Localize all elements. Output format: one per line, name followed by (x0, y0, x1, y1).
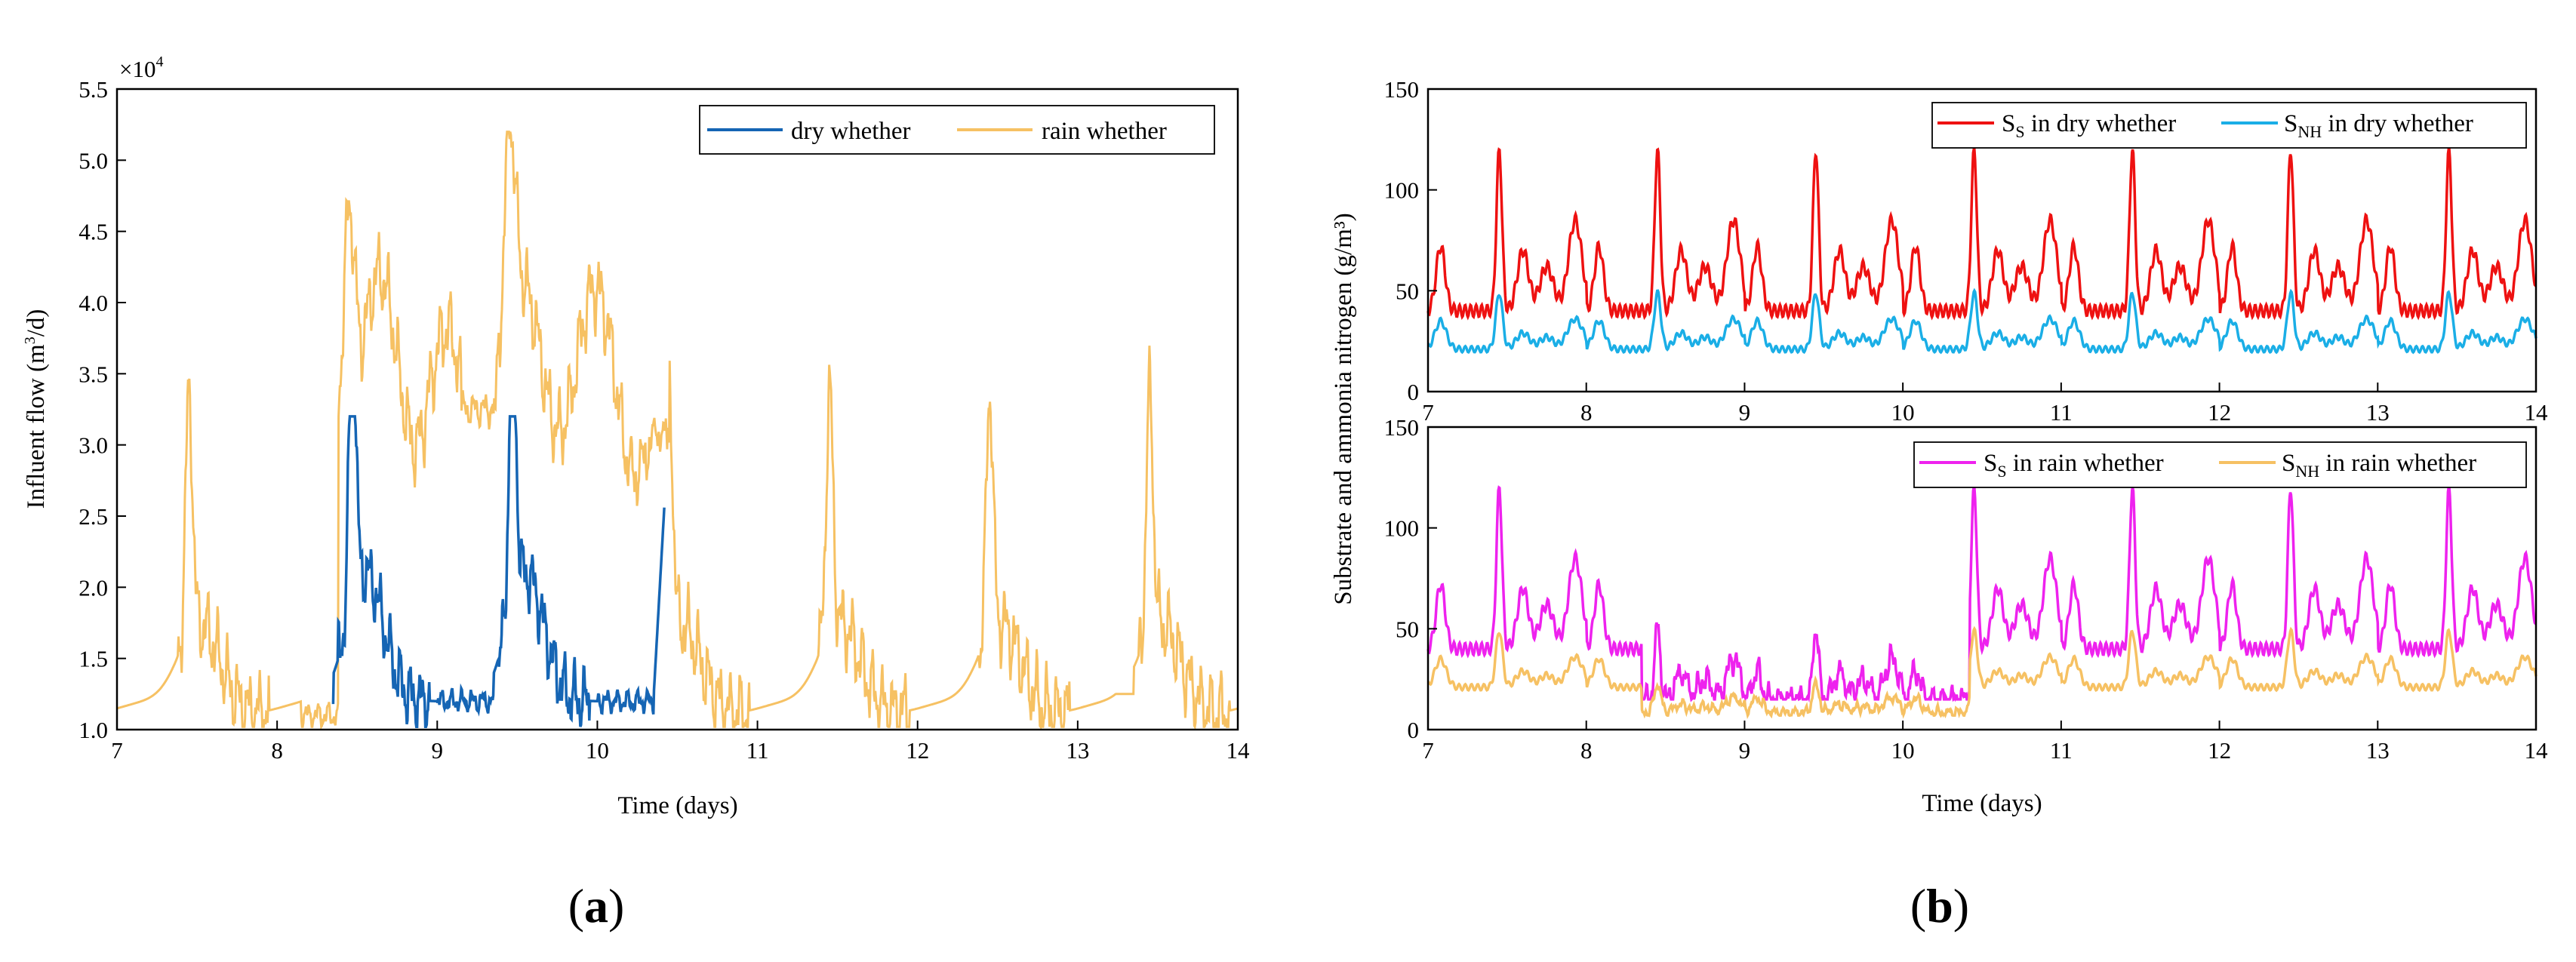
panel-b-bottom-x-tick-label: 14 (2525, 737, 2549, 764)
legend-label-ss-rain: SS in rain whether (1984, 450, 2164, 481)
panel-a-y-axis-label: Influent flow (m3/d) (22, 309, 50, 509)
panel-a-y-tick-label: 3.5 (78, 361, 108, 387)
panel-a-x-tick-label: 7 (111, 737, 123, 764)
panel-b-top-y-tick-label: 100 (1384, 177, 1420, 204)
panel-b-top-x-tick-label: 12 (2208, 399, 2231, 426)
panel-a-plot-frame (115, 88, 1239, 731)
panel-b-bottom-ticks: 7 8 9 10 11 12 13 14 0 50 100 150 (1384, 414, 2549, 764)
legend-label-snh-rain: SNH in rain whether (2282, 450, 2476, 481)
legend-label-ss-dry: SS in dry whether (2002, 110, 2176, 141)
panel-b-top-x-tick-label: 9 (1739, 399, 1751, 426)
panel-b-top-y-tick-label: 50 (1396, 278, 1419, 304)
panel-b-bottom-x-tick-label: 11 (2050, 737, 2073, 764)
panel-b-bottom-plot-frame (1426, 426, 2538, 731)
panel-a-y-tick-label: 2.5 (78, 503, 108, 530)
panel-a-x-tick-label: 8 (271, 737, 283, 764)
panel-b-y-axis-label: Substrate and ammonia nitrogen (g/m³) (1330, 213, 1357, 604)
panel-a-y-tick-label: 5.0 (78, 147, 108, 174)
panel-b-bottom-x-tick-label: 13 (2366, 737, 2390, 764)
panel-a-x-tick-label: 10 (586, 737, 609, 764)
panel-b-top-plot-frame (1426, 88, 2538, 393)
panel-a-series (116, 131, 1239, 730)
panel-a-ticks: 7 8 9 10 11 12 13 14 1.0 1.5 2.0 2.5 3.0 3.5 4.0 4.5 5.0… (78, 76, 1250, 764)
panel-b-top-x-tick-label: 13 (2366, 399, 2390, 426)
panel-b-caption: (b) (1910, 879, 1969, 933)
panel-b-bottom-legend-box (1913, 441, 2527, 488)
panel-b-bottom-y-tick-label: 150 (1384, 414, 1420, 441)
panel-b-bottom-y-tick-label: 100 (1384, 515, 1420, 542)
panel-b-bottom-x-tick-label: 9 (1739, 737, 1751, 764)
panel-b-top-x-tick-label: 14 (2525, 399, 2549, 426)
panel-a-y-tick-label: 4.0 (78, 290, 108, 316)
series-line-ss-dry (1426, 147, 2538, 321)
legend-label-snh-dry: SNH in dry whether (2284, 110, 2473, 141)
panel-a-x-axis-label: Time (days) (617, 792, 737, 819)
legend-label-dry-whether: dry whether (791, 118, 911, 145)
panel-b-bottom-x-tick-label: 10 (1891, 737, 1915, 764)
legend-label-rain-whether: rain whether (1042, 118, 1167, 145)
panel-a-y-tick-label: 5.5 (78, 76, 108, 103)
panel-b-top-y-tick-label: 150 (1384, 76, 1420, 103)
panel-a-legend: dry whether rain whether (699, 105, 1215, 155)
panel-b-top-series (1426, 147, 2538, 355)
panel-a-y-tick-label: 3.0 (78, 432, 108, 459)
panel-b-top-ticks: 7 8 9 10 11 12 13 14 0 50 100 150 (1384, 76, 2549, 426)
panel-b-bottom-legend: SS in rain whether SNH in rain whether (1913, 441, 2527, 488)
panel-a-y-tick-label: 1.0 (78, 717, 108, 743)
panel-b-chart: 7 8 9 10 11 12 13 14 0 50 100 150 7 8 9 10 11 12 13 14 0 50 1… (1330, 76, 2548, 933)
panel-b-bottom-x-tick-label: 12 (2208, 737, 2231, 764)
panel-a-x-tick-label: 12 (906, 737, 929, 764)
panel-b-bottom-y-tick-label: 0 (1408, 717, 1420, 743)
series-line-ss-rain (1426, 485, 2538, 703)
series-line-snh-dry (1427, 287, 2538, 355)
series-line-rain-whether (116, 131, 1239, 730)
panel-b-top-x-tick-label: 10 (1891, 399, 1915, 426)
panel-a-y-multiplier: ×104 (119, 54, 163, 82)
panel-b-bottom-x-tick-label: 7 (1422, 737, 1434, 764)
panel-b-bottom-series (1426, 485, 2538, 720)
panel-a-x-tick-label: 11 (746, 737, 769, 764)
panel-b-top-x-tick-label: 7 (1422, 399, 1434, 426)
panel-a-x-tick-label: 13 (1066, 737, 1089, 764)
panel-b-bottom-y-tick-label: 50 (1396, 616, 1419, 642)
panel-b-top-y-tick-label: 0 (1408, 379, 1420, 405)
panel-a-x-tick-label: 9 (432, 737, 444, 764)
series-line-snh-rain (1427, 625, 2538, 720)
panel-b-top-legend-box (1931, 102, 2527, 149)
panel-a-caption: (a) (568, 879, 625, 933)
panel-b-top-legend: SS in dry whether SNH in dry whether (1931, 102, 2527, 149)
series-line-dry-whether (331, 415, 666, 728)
panel-a-chart: 7 8 9 10 11 12 13 14 1.0 1.5 2.0 2.5 3.0 3.5 4.0 4.5 5.0… (22, 54, 1250, 933)
panel-b-top-x-tick-label: 8 (1580, 399, 1593, 426)
panel-a-y-tick-label: 2.0 (78, 574, 108, 601)
panel-a-y-tick-label: 1.5 (78, 646, 108, 672)
panel-b-top-x-tick-label: 11 (2050, 399, 2073, 426)
panel-a-y-tick-label: 4.5 (78, 219, 108, 245)
panel-b-bottom-x-tick-label: 8 (1580, 737, 1593, 764)
panel-a-x-tick-label: 14 (1226, 737, 1251, 764)
panel-b-x-axis-label: Time (days) (1922, 790, 2042, 817)
